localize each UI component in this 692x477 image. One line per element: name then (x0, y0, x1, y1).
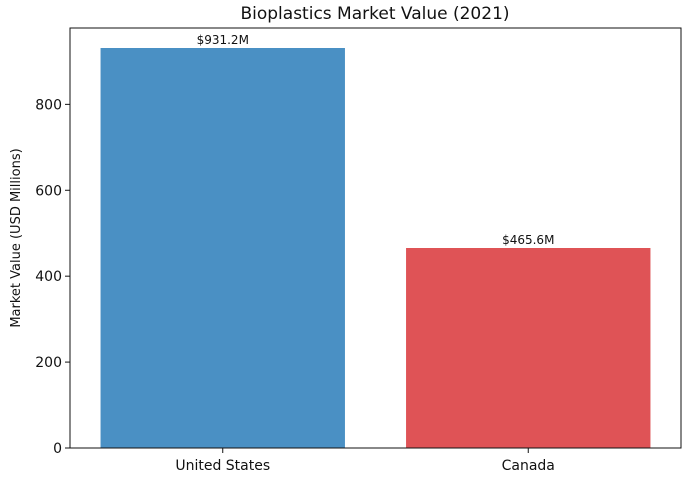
x-tick-label: United States (175, 458, 270, 474)
x-axis-ticks: United States Canada (175, 448, 555, 474)
data-label: $931.2M (197, 33, 249, 47)
data-labels-layer: $931.2M $465.6M (197, 33, 555, 247)
x-tick-label: Canada (502, 458, 555, 474)
bars-layer (100, 48, 651, 448)
chart-title: Bioplastics Market Value (2021) (240, 4, 509, 24)
y-tick-label: 200 (35, 355, 62, 371)
y-axis-label: Market Value (USD Millions) (9, 148, 24, 327)
y-tick-label: 400 (35, 269, 62, 285)
plot-frame (69, 27, 682, 449)
y-tick-label: 800 (35, 97, 62, 113)
data-label: $465.6M (502, 233, 554, 247)
bar-canada (406, 248, 651, 448)
y-tick-label: 0 (53, 441, 62, 457)
bar-united-states (100, 48, 345, 448)
y-tick-label: 600 (35, 183, 62, 199)
y-axis-ticks: 0 200 400 600 800 (35, 97, 70, 457)
